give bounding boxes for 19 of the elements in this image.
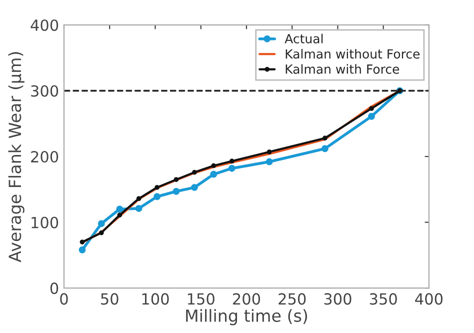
y-tick-label: 300 xyxy=(31,85,58,97)
x-tick-label: 0 xyxy=(60,293,68,305)
y-tick-label: 0 xyxy=(50,282,58,294)
legend-label: Kalman without Force xyxy=(286,48,420,59)
x-tick-label: 250 xyxy=(278,293,306,305)
y-tick-label: 100 xyxy=(32,216,58,228)
x-tick-label: 50 xyxy=(101,293,118,305)
legend-label: Kalman with Force xyxy=(286,64,400,74)
y-axis-title: Average Flank Wear (μm) xyxy=(8,52,24,262)
x-axis-title: Milling time (s) xyxy=(186,309,308,326)
x-tick-label: 150 xyxy=(188,293,214,305)
legend-label: Actual xyxy=(284,34,323,44)
x-tick-label: 100 xyxy=(142,293,169,305)
x-tick-label: 200 xyxy=(233,293,260,305)
x-tick-label: 350 xyxy=(370,293,397,305)
y-tick-label: 200 xyxy=(31,150,58,163)
x-tick-label: 300 xyxy=(324,293,352,305)
x-tick-label: 400 xyxy=(415,293,443,305)
y-tick-label: 400 xyxy=(30,19,58,31)
